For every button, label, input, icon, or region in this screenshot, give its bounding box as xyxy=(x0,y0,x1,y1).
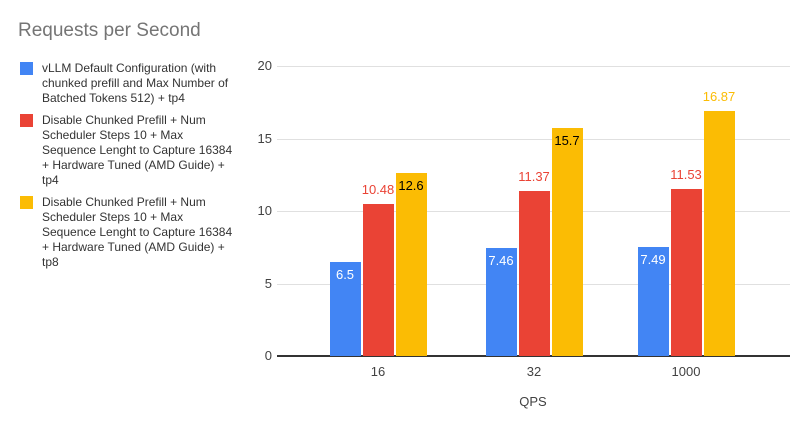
bar-value-label: 16.87 xyxy=(702,89,736,105)
legend-swatch-icon xyxy=(20,62,33,75)
gridline xyxy=(277,66,790,67)
x-axis-title: QPS xyxy=(519,394,547,409)
bar-value-label: 12.6 xyxy=(398,178,424,194)
bar-series3-qps16[interactable] xyxy=(395,173,427,356)
bar-series2-qps32[interactable] xyxy=(518,191,550,356)
legend-item-1[interactable]: vLLM Default Configuration (with chunked… xyxy=(20,61,235,106)
legend-label: vLLM Default Configuration (with chunked… xyxy=(42,61,229,105)
x-tick-label: 32 xyxy=(526,364,542,379)
bar-value-label: 6.5 xyxy=(335,266,355,282)
x-axis-line xyxy=(277,355,790,357)
bar-series3-qps1000[interactable] xyxy=(703,111,735,356)
bar-value-label: 7.46 xyxy=(488,252,514,268)
bar-series1-qps16[interactable] xyxy=(329,261,361,356)
x-tick-label: 16 xyxy=(370,364,386,379)
bar-value-label: 10.48 xyxy=(361,182,395,198)
legend: vLLM Default Configuration (with chunked… xyxy=(20,61,235,277)
x-tick-label: 1000 xyxy=(671,364,701,379)
legend-item-3[interactable]: Disable Chunked Prefill + Num Scheduler … xyxy=(20,195,235,270)
legend-item-2[interactable]: Disable Chunked Prefill + Num Scheduler … xyxy=(20,113,235,188)
y-tick-label: 5 xyxy=(264,275,272,291)
legend-label: Disable Chunked Prefill + Num Scheduler … xyxy=(42,195,233,269)
y-tick-label: 20 xyxy=(257,58,272,73)
y-tick-label: 10 xyxy=(257,203,272,218)
bar-value-label: 15.7 xyxy=(554,133,580,149)
bar-value-label: 11.53 xyxy=(670,166,702,182)
bar-series2-qps16[interactable] xyxy=(362,204,394,356)
chart-title: Requests per Second xyxy=(18,20,201,41)
bar-value-label: 7.49 xyxy=(640,252,666,268)
legend-swatch-icon xyxy=(20,196,33,209)
legend-swatch-icon xyxy=(20,114,33,127)
bar-series2-qps1000[interactable] xyxy=(670,188,702,356)
bar-series1-qps32[interactable] xyxy=(485,247,517,356)
y-tick-label: 15 xyxy=(257,130,272,146)
y-tick-label: 0 xyxy=(264,348,272,363)
legend-label: Disable Chunked Prefill + Num Scheduler … xyxy=(42,113,233,187)
gridline xyxy=(277,138,790,140)
bar-value-label: 11.37 xyxy=(518,169,550,185)
bar-series1-qps1000[interactable] xyxy=(637,247,669,356)
bar-series3-qps32[interactable] xyxy=(551,128,583,356)
